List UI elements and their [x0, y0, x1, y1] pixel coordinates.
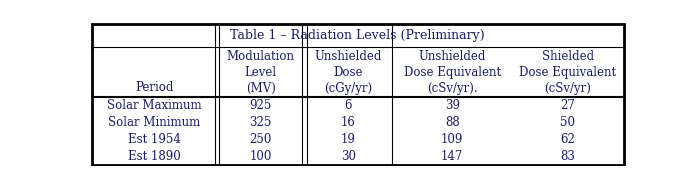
Text: 925: 925: [249, 99, 272, 112]
Text: 100: 100: [249, 150, 272, 163]
Text: Unshielded
Dose
(cGy/yr): Unshielded Dose (cGy/yr): [315, 50, 382, 95]
Text: Period: Period: [135, 81, 173, 94]
Text: 30: 30: [341, 150, 356, 163]
Text: 62: 62: [560, 133, 575, 146]
Text: Solar Minimum: Solar Minimum: [108, 116, 200, 129]
Text: Est 1890: Est 1890: [128, 150, 181, 163]
Text: 250: 250: [249, 133, 272, 146]
Text: Table 1 – Radiation Levels (Preliminary): Table 1 – Radiation Levels (Preliminary): [230, 29, 485, 42]
Text: 325: 325: [249, 116, 272, 129]
Text: 6: 6: [345, 99, 352, 112]
Text: Est 1954: Est 1954: [128, 133, 181, 146]
Text: 109: 109: [441, 133, 463, 146]
Text: 147: 147: [441, 150, 463, 163]
Text: 39: 39: [445, 99, 460, 112]
Text: 19: 19: [341, 133, 356, 146]
Text: Unshielded
Dose Equivalent
(cSv/yr).: Unshielded Dose Equivalent (cSv/yr).: [403, 50, 500, 95]
Text: 16: 16: [341, 116, 356, 129]
Text: 27: 27: [560, 99, 575, 112]
Text: 50: 50: [560, 116, 575, 129]
Text: 88: 88: [445, 116, 459, 129]
Text: Shielded
Dose Equivalent
(cSv/yr): Shielded Dose Equivalent (cSv/yr): [519, 50, 616, 95]
Text: 83: 83: [560, 150, 575, 163]
Text: Modulation
Level
(MV): Modulation Level (MV): [227, 50, 295, 95]
Text: Solar Maximum: Solar Maximum: [107, 99, 202, 112]
